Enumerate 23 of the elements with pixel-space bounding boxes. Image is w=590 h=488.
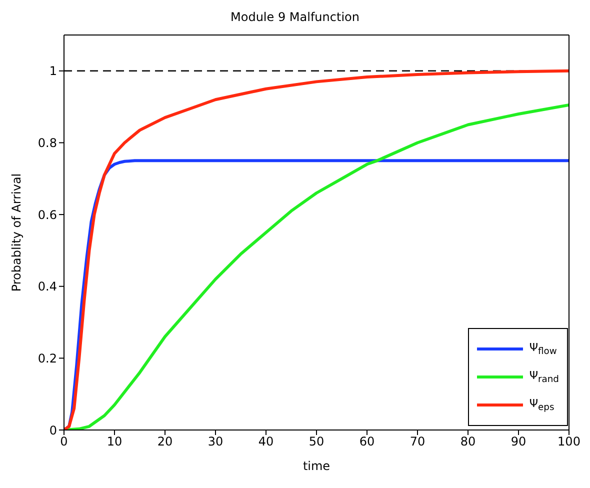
x-tick-label: 20 [157,434,173,449]
y-tick-label: 0.4 [38,280,57,294]
x-tick-label: 50 [308,434,324,449]
x-tick-label: 100 [558,434,580,449]
legend-label: Ψ$_{eps}$ [529,396,554,414]
legend-label: Ψ$_{flow}$ [529,340,557,358]
y-tick-label: 0.8 [38,136,57,150]
y-tick-label: 0.2 [38,351,57,366]
x-tick-label: 10 [106,434,122,449]
y-tick-label: 1 [49,64,57,78]
x-tick-label: 30 [208,434,224,449]
x-tick-label: 80 [460,434,476,449]
y-tick-label: 0 [49,423,57,438]
y-tick-label: 0.6 [38,208,57,222]
x-axis-title: time [302,459,330,473]
x-tick-label: 40 [258,434,274,449]
x-tick-label: 60 [359,434,375,449]
x-tick-label: 90 [510,434,526,449]
chart-title: Module 9 Malfunction [230,9,360,26]
y-axis-title: Probablity of Arrival [9,173,24,292]
x-tick-label: 70 [410,434,426,449]
x-tick-label: 0 [60,434,68,449]
legend-label: Ψ$_{rand}$ [529,368,559,386]
